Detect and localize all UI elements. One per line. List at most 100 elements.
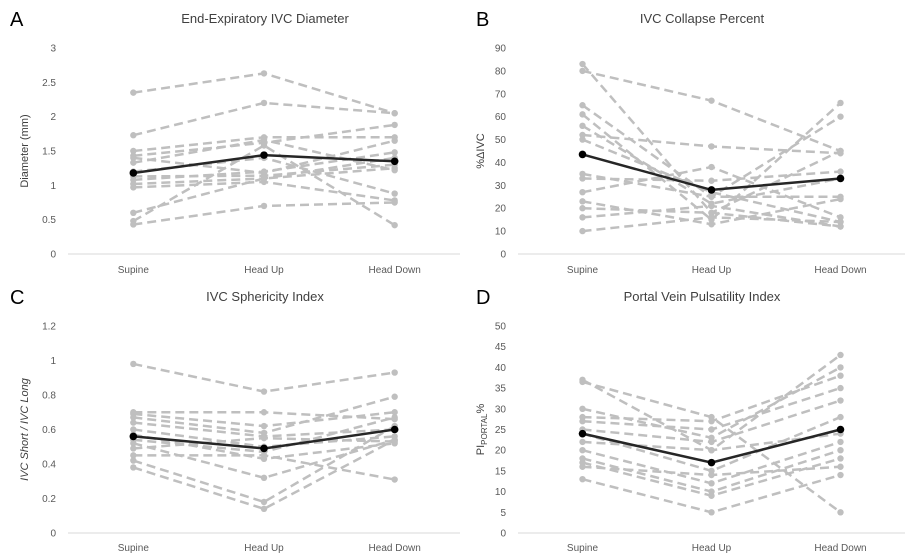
individual-data-point: [391, 409, 398, 416]
individual-data-point: [391, 414, 398, 421]
individual-series-line: [133, 362, 395, 393]
y-tick-label: 60: [495, 112, 507, 123]
individual-data-point: [391, 436, 398, 444]
y-tick-label: 0.4: [42, 460, 56, 471]
individual-data-point: [579, 378, 586, 386]
x-tick-label: Head Down: [369, 543, 421, 553]
individual-data-point: [260, 388, 268, 395]
y-tick-label: 2: [50, 112, 56, 123]
individual-data-point: [708, 447, 715, 454]
mean-data-point: [707, 458, 716, 467]
mean-data-point: [707, 186, 716, 194]
mean-data-point: [260, 151, 268, 159]
individual-data-point: [579, 60, 586, 68]
individual-data-point: [130, 209, 137, 216]
individual-data-point: [708, 221, 715, 228]
mean-data-point: [578, 150, 587, 159]
individual-data-point: [579, 122, 586, 130]
individual-data-point: [130, 419, 137, 426]
mean-data-point: [129, 432, 138, 441]
x-tick-label: Head Down: [814, 543, 866, 553]
individual-data-point: [837, 113, 844, 120]
chart-title: End-Expiratory IVC Diameter: [181, 11, 349, 26]
individual-data-point: [837, 463, 844, 470]
x-tick-label: Supine: [118, 265, 150, 276]
y-tick-label: 0: [50, 250, 56, 261]
individual-data-point: [708, 492, 715, 499]
individual-data-point: [130, 445, 137, 452]
individual-series-line: [581, 102, 842, 222]
x-tick-label: Supine: [567, 265, 599, 276]
individual-data-point: [579, 463, 586, 470]
individual-data-point: [130, 132, 137, 139]
individual-series-line: [582, 138, 841, 224]
individual-data-point: [708, 209, 715, 216]
individual-data-point: [130, 457, 137, 464]
individual-data-point: [579, 170, 586, 178]
x-tick-label: Head Up: [244, 265, 284, 276]
y-tick-label: 35: [495, 384, 507, 395]
y-tick-label: 0.2: [42, 494, 56, 505]
individual-data-point: [130, 147, 137, 155]
individual-data-point: [130, 414, 137, 421]
individual-data-point: [391, 149, 398, 156]
individual-data-point: [708, 97, 715, 104]
y-tick-label: 0: [500, 250, 506, 261]
individual-data-point: [260, 175, 268, 182]
mean-data-point: [836, 425, 845, 434]
individual-data-point: [260, 434, 268, 442]
individual-data-point: [837, 214, 844, 221]
individual-data-point: [579, 475, 586, 483]
individual-data-point: [260, 474, 268, 481]
individual-data-point: [260, 136, 268, 144]
y-tick-label: 80: [495, 66, 507, 77]
individual-series-line: [132, 144, 396, 227]
individual-data-point: [708, 438, 715, 446]
y-tick-label: 2.5: [42, 78, 56, 89]
individual-data-point: [579, 131, 586, 139]
individual-data-point: [708, 214, 715, 221]
individual-data-point: [391, 190, 398, 197]
individual-data-point: [391, 137, 398, 144]
x-tick-label: Supine: [118, 543, 150, 553]
individual-data-point: [837, 438, 844, 446]
individual-data-point: [579, 214, 586, 221]
individual-data-point: [708, 177, 715, 184]
individual-data-point: [579, 136, 586, 143]
individual-data-point: [579, 447, 586, 454]
y-tick-label: 30: [495, 404, 507, 415]
y-tick-label: 10: [495, 487, 507, 498]
y-tick-label: 3: [50, 44, 56, 55]
individual-data-point: [579, 67, 586, 75]
mean-data-point: [836, 174, 845, 183]
individual-data-point: [260, 168, 268, 175]
mean-series-line: [582, 153, 841, 192]
chart-panel-c: C IVC Sphericity Index 0 0.2 0.4 0.6 0.8 1 1.2 Su…: [10, 287, 460, 553]
y-tick-label: 90: [495, 44, 507, 55]
panel-letter: D: [476, 287, 490, 309]
panel-letter: B: [476, 9, 489, 31]
individual-data-point: [837, 509, 844, 516]
individual-data-point: [260, 505, 268, 513]
y-tick-label: 1: [50, 181, 56, 192]
individual-data-point: [708, 471, 715, 479]
individual-data-point: [837, 384, 844, 392]
y-tick-label: 15: [495, 466, 507, 477]
individual-data-point: [837, 413, 844, 421]
individual-data-point: [837, 99, 844, 107]
individual-data-point: [579, 205, 586, 212]
x-tick-label: Head Up: [692, 543, 732, 553]
individual-data-point: [391, 393, 398, 400]
individual-data-point: [579, 175, 586, 182]
individual-data-point: [260, 422, 268, 430]
y-tick-label: 1.5: [42, 147, 56, 158]
individual-data-point: [579, 189, 586, 196]
y-tick-label: 70: [495, 89, 507, 100]
y-tick-label: 20: [495, 446, 507, 457]
individual-data-point: [837, 168, 844, 175]
x-tick-label: Head Down: [814, 265, 866, 276]
individual-data-point: [130, 452, 137, 459]
individual-series-line: [133, 166, 395, 215]
individual-data-point: [837, 351, 844, 359]
